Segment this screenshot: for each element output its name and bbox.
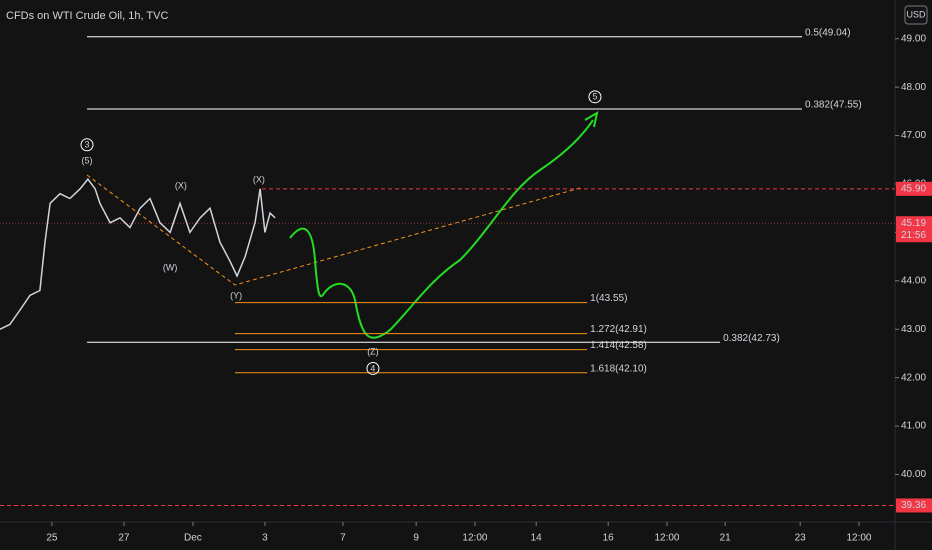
- price-tag-label: 45.90: [901, 183, 926, 194]
- y-tick-label: 42.00: [901, 372, 926, 383]
- fib-level-label: 0.5(49.04): [805, 27, 851, 38]
- wave-label: (W): [163, 263, 178, 273]
- projection-path: [289, 119, 594, 339]
- x-tick-label: 12:00: [462, 533, 487, 544]
- wave-label: 5: [592, 92, 597, 102]
- price-tag-label: 45.19: [901, 218, 926, 229]
- projection-arrow: [584, 110, 599, 128]
- chart-title: CFDs on WTI Crude Oil, 1h, TVC: [6, 10, 168, 22]
- wave-label: (X): [253, 175, 265, 185]
- wave-circle: [80, 138, 94, 152]
- currency-box: [904, 5, 928, 25]
- x-tick-label: 12:00: [654, 533, 679, 544]
- y-tick-label: 41.00: [901, 421, 926, 432]
- y-tick-label: 47.00: [901, 130, 926, 141]
- x-tick-label: Dec: [184, 533, 202, 544]
- x-tick-label: 7: [340, 533, 346, 544]
- x-tick-label: 25: [46, 533, 58, 544]
- x-tick-label: 3: [262, 533, 268, 544]
- price-tag: [896, 216, 932, 243]
- fib-level-label: 0.382(47.55): [805, 100, 862, 111]
- y-tick-label: 43.00: [901, 324, 926, 335]
- x-tick-label: 16: [603, 533, 615, 544]
- x-tick-label: 9: [413, 533, 419, 544]
- wave-circle: [588, 90, 602, 104]
- wave-label: 3: [85, 140, 90, 150]
- y-tick-label: 40.00: [901, 469, 926, 480]
- wave-channel: [86, 174, 581, 286]
- fib-level-label: 1(43.55): [590, 293, 627, 304]
- x-tick-label: 27: [118, 533, 130, 544]
- price-tag-timer: 21:56: [901, 230, 926, 241]
- x-tick-label: 21: [720, 533, 732, 544]
- x-tick-label: 14: [531, 533, 543, 544]
- x-tick-label: 12:00: [846, 533, 871, 544]
- x-tick-label: 23: [795, 533, 807, 544]
- fib-level-label: 1.272(42.91): [590, 324, 647, 335]
- wave-label: (Z): [367, 346, 379, 356]
- y-tick-label: 49.00: [901, 33, 926, 44]
- price-tag: [896, 498, 932, 513]
- wave-circle: [366, 361, 380, 375]
- y-tick-label: 44.00: [901, 275, 926, 286]
- price-tag: [896, 181, 932, 196]
- wave-label: 4: [370, 363, 375, 373]
- fib-level-label: 1.618(42.10): [590, 363, 647, 374]
- currency: USD: [906, 9, 926, 19]
- wave-label: (5): [82, 156, 93, 166]
- y-tick-label: 48.00: [901, 82, 926, 93]
- wave-label: (Y): [230, 291, 242, 301]
- fib-level-label: 1.414(42.58): [590, 340, 647, 351]
- price-line-series: [0, 177, 276, 330]
- price-tag-label: 39.36: [901, 500, 926, 511]
- fib-level-label: 0.382(42.73): [723, 333, 780, 344]
- wave-label: (X): [175, 180, 187, 190]
